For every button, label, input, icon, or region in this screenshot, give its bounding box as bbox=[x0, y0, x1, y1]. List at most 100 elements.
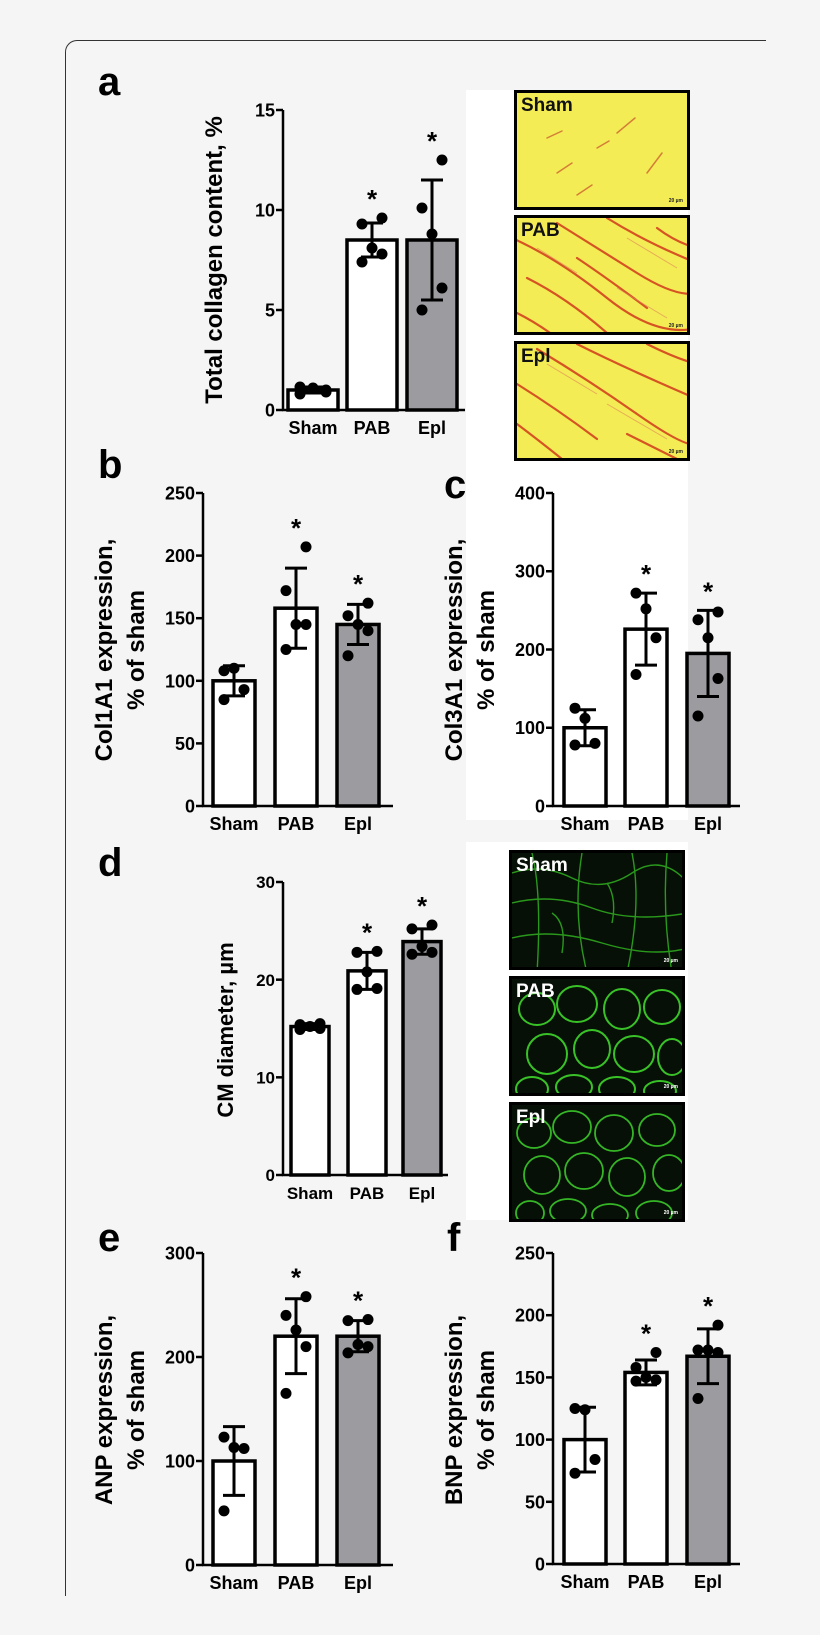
axes bbox=[276, 880, 448, 1177]
panel-letter-a: a bbox=[98, 60, 121, 104]
data-point bbox=[579, 1404, 591, 1416]
y-tick-label: 150 bbox=[515, 1368, 545, 1388]
data-point bbox=[569, 739, 581, 751]
data-point bbox=[589, 737, 601, 749]
data-point bbox=[362, 625, 374, 637]
data-point bbox=[300, 618, 312, 630]
y-tick-label: 100 bbox=[165, 1451, 195, 1471]
scale-bar-label: 20 µm bbox=[663, 1210, 678, 1216]
y-tick-label: 15 bbox=[255, 100, 275, 120]
y-tick-label: 50 bbox=[525, 1492, 545, 1512]
y-tick-label: 0 bbox=[535, 1554, 545, 1574]
data-point bbox=[238, 684, 250, 696]
data-point bbox=[640, 603, 652, 615]
error-bar bbox=[421, 178, 443, 302]
data-point bbox=[352, 1339, 364, 1351]
axes bbox=[546, 491, 740, 808]
data-point bbox=[426, 946, 438, 958]
data-point bbox=[702, 1344, 714, 1356]
significance-asterisk: * bbox=[641, 1319, 652, 1349]
y-tick-label: 50 bbox=[175, 734, 195, 754]
data-point bbox=[406, 948, 418, 960]
x-tick-label-pab: PAB bbox=[278, 1573, 315, 1593]
data-point bbox=[280, 585, 292, 597]
micrograph-wga-pab: PAB 20 µm bbox=[509, 976, 685, 1096]
micrograph-picro-sham: Sham 20 µm bbox=[514, 90, 690, 210]
data-point bbox=[692, 614, 704, 626]
cell-membranes-sham bbox=[512, 853, 682, 967]
data-point bbox=[712, 1319, 724, 1331]
y-tick-label: 400 bbox=[515, 483, 545, 503]
data-point bbox=[300, 1341, 312, 1353]
data-point bbox=[294, 381, 306, 393]
panel-letter-b: b bbox=[98, 443, 123, 487]
axes bbox=[276, 108, 465, 412]
scale-bar-label: 20 µm bbox=[668, 323, 683, 329]
x-tick-label-pab: PAB bbox=[350, 1184, 385, 1203]
data-point bbox=[351, 983, 363, 995]
x-tick-label-sham: Sham bbox=[287, 1184, 333, 1203]
significance-asterisk: * bbox=[291, 513, 302, 543]
y-tick-label: 5 bbox=[265, 300, 275, 320]
y-tick-label: 300 bbox=[515, 562, 545, 582]
y-tick-label: 150 bbox=[165, 609, 195, 629]
x-tick-label-pab: PAB bbox=[628, 814, 665, 834]
y-tick-label: 0 bbox=[266, 1166, 275, 1185]
data-point bbox=[280, 1309, 292, 1321]
y-tick-label: 100 bbox=[515, 718, 545, 738]
scale-bar-label: 20 µm bbox=[663, 1084, 678, 1090]
y-axis-label: Col1A1 expression, bbox=[91, 539, 118, 762]
bar-pab bbox=[623, 1370, 669, 1566]
axes bbox=[196, 491, 393, 808]
data-point bbox=[218, 694, 230, 706]
y-tick-label: 100 bbox=[515, 1430, 545, 1450]
collagen-fibers-pab bbox=[517, 218, 687, 332]
panel-letter-c: c bbox=[444, 463, 467, 507]
y-tick-label: 250 bbox=[165, 483, 195, 503]
panel-letter-e: e bbox=[98, 1216, 121, 1260]
significance-asterisk: * bbox=[367, 184, 378, 214]
figure-frame bbox=[65, 40, 766, 1596]
x-tick-label-epl: Epl bbox=[409, 1184, 435, 1203]
y-axis-label: BNP expression, bbox=[441, 1315, 468, 1505]
data-point bbox=[712, 672, 724, 684]
micrograph-label: PAB bbox=[516, 981, 555, 1002]
data-point bbox=[294, 1019, 306, 1031]
significance-asterisk: * bbox=[703, 576, 714, 606]
y-axis-label-line2: % of sham bbox=[123, 1350, 150, 1470]
data-point bbox=[650, 1374, 662, 1386]
micrograph-label: Sham bbox=[516, 855, 568, 876]
panel-letter-f: f bbox=[447, 1216, 461, 1260]
x-tick-label-pab: PAB bbox=[354, 418, 391, 438]
scale-bar-label: 20 µm bbox=[663, 958, 678, 964]
y-tick-label: 300 bbox=[165, 1243, 195, 1263]
data-point bbox=[342, 1347, 354, 1359]
panel-letter-d: d bbox=[98, 841, 123, 885]
data-point bbox=[416, 304, 428, 316]
data-point bbox=[300, 1291, 312, 1303]
data-point bbox=[366, 242, 378, 254]
micrograph-label: Epl bbox=[521, 346, 551, 367]
data-point bbox=[712, 606, 724, 618]
y-tick-label: 10 bbox=[255, 200, 275, 220]
data-point bbox=[351, 946, 363, 958]
data-point bbox=[630, 587, 642, 599]
x-tick-label-epl: Epl bbox=[418, 418, 446, 438]
x-tick-label-epl: Epl bbox=[694, 1572, 722, 1592]
data-point bbox=[650, 1347, 662, 1359]
data-point bbox=[342, 610, 354, 622]
x-tick-label-sham: Sham bbox=[560, 814, 609, 834]
data-point bbox=[702, 632, 714, 644]
data-point bbox=[630, 669, 642, 681]
data-point bbox=[426, 228, 438, 240]
significance-asterisk: * bbox=[427, 126, 438, 156]
data-point bbox=[228, 662, 240, 674]
data-point bbox=[218, 1431, 230, 1443]
data-point bbox=[376, 212, 388, 224]
significance-asterisk: * bbox=[353, 1286, 364, 1316]
y-axis-label: CM diameter, µm bbox=[213, 942, 238, 1117]
data-point bbox=[436, 154, 448, 166]
data-point bbox=[314, 1018, 326, 1030]
